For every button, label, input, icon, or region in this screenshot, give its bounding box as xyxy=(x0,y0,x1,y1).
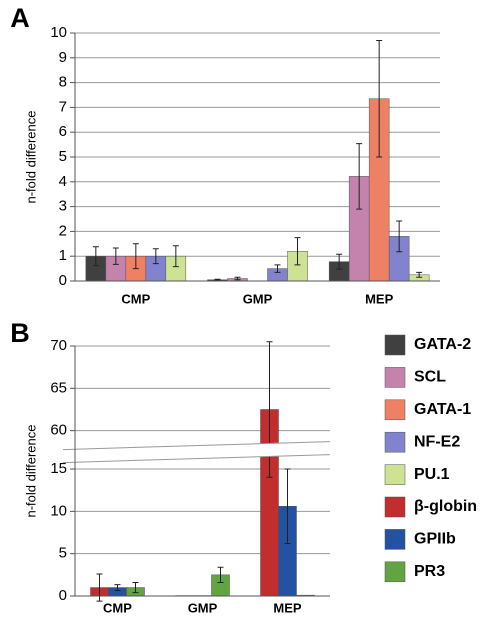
legend-swatch xyxy=(384,431,406,453)
y-axis-label: n-fold difference xyxy=(23,111,38,204)
y-tick-label: 5 xyxy=(59,545,67,562)
legend-swatch xyxy=(384,367,406,388)
error-bar xyxy=(214,278,221,281)
legend-swatch xyxy=(384,334,406,356)
error-bar xyxy=(294,237,301,266)
legend-swatch xyxy=(384,561,406,583)
y-tick-label: 15 xyxy=(50,460,67,477)
y-tick-label: 0 xyxy=(59,587,67,604)
legend-swatch xyxy=(384,464,406,485)
y-tick-label: 2 xyxy=(59,222,67,239)
error-bar xyxy=(172,245,179,268)
legend-label: PR3 xyxy=(414,563,445,580)
y-tick-label: 9 xyxy=(59,49,67,66)
y-tick-label: 70 xyxy=(50,337,67,354)
y-tick-label: 3 xyxy=(59,198,67,215)
legend-label: GATA-1 xyxy=(414,401,471,418)
y-tick-label: 8 xyxy=(59,74,67,91)
legend-swatch xyxy=(384,496,406,518)
error-bar xyxy=(396,220,403,253)
error-bar xyxy=(114,584,121,591)
x-tick-label: MEP xyxy=(365,291,394,306)
error-bar xyxy=(336,253,343,270)
error-bar xyxy=(112,247,119,265)
y-tick-label: 5 xyxy=(59,148,67,165)
x-tick-label: MEP xyxy=(273,600,302,615)
panel-label: A xyxy=(10,3,30,33)
legend-label: GPIIb xyxy=(414,531,456,548)
x-tick-label: CMP xyxy=(121,291,150,306)
y-tick-label: 10 xyxy=(50,502,67,519)
y-tick-label: 10 xyxy=(50,24,67,41)
error-bar xyxy=(416,271,423,278)
y-tick-label: 65 xyxy=(50,379,67,396)
x-tick-label: GMP xyxy=(243,291,273,306)
legend-swatch xyxy=(384,399,406,421)
x-tick-label: CMP xyxy=(103,600,132,615)
axis-break-line xyxy=(62,441,331,451)
legend-label: β-globin xyxy=(414,498,477,515)
error-bar xyxy=(274,264,281,273)
error-bar xyxy=(217,566,224,583)
y-tick-label: 60 xyxy=(50,422,67,439)
y-tick-label: 6 xyxy=(59,123,67,140)
error-bar xyxy=(132,243,139,270)
error-bar xyxy=(234,276,241,281)
y-tick-label: 4 xyxy=(59,173,67,190)
panel-label: B xyxy=(10,318,30,348)
error-bar xyxy=(96,573,103,602)
y-tick-label: 1 xyxy=(59,247,67,264)
axis-break-line xyxy=(62,454,331,464)
y-tick-label: 7 xyxy=(59,98,67,115)
legend-label: NF-E2 xyxy=(414,433,460,450)
legend-swatch xyxy=(384,529,406,550)
legend-label: SCL xyxy=(414,369,446,386)
error-bar xyxy=(356,143,363,210)
x-tick-label: GMP xyxy=(188,600,218,615)
axis-break xyxy=(63,441,330,463)
legend-label: GATA-2 xyxy=(414,336,471,353)
error-bar xyxy=(92,246,99,267)
y-tick-label: 0 xyxy=(59,272,67,289)
error-bar xyxy=(152,248,159,265)
y-axis-label: n-fold difference xyxy=(23,425,38,518)
error-bar xyxy=(132,581,139,594)
legend-label: PU.1 xyxy=(414,466,450,483)
error-bar xyxy=(376,39,383,158)
error-bar xyxy=(284,468,291,545)
